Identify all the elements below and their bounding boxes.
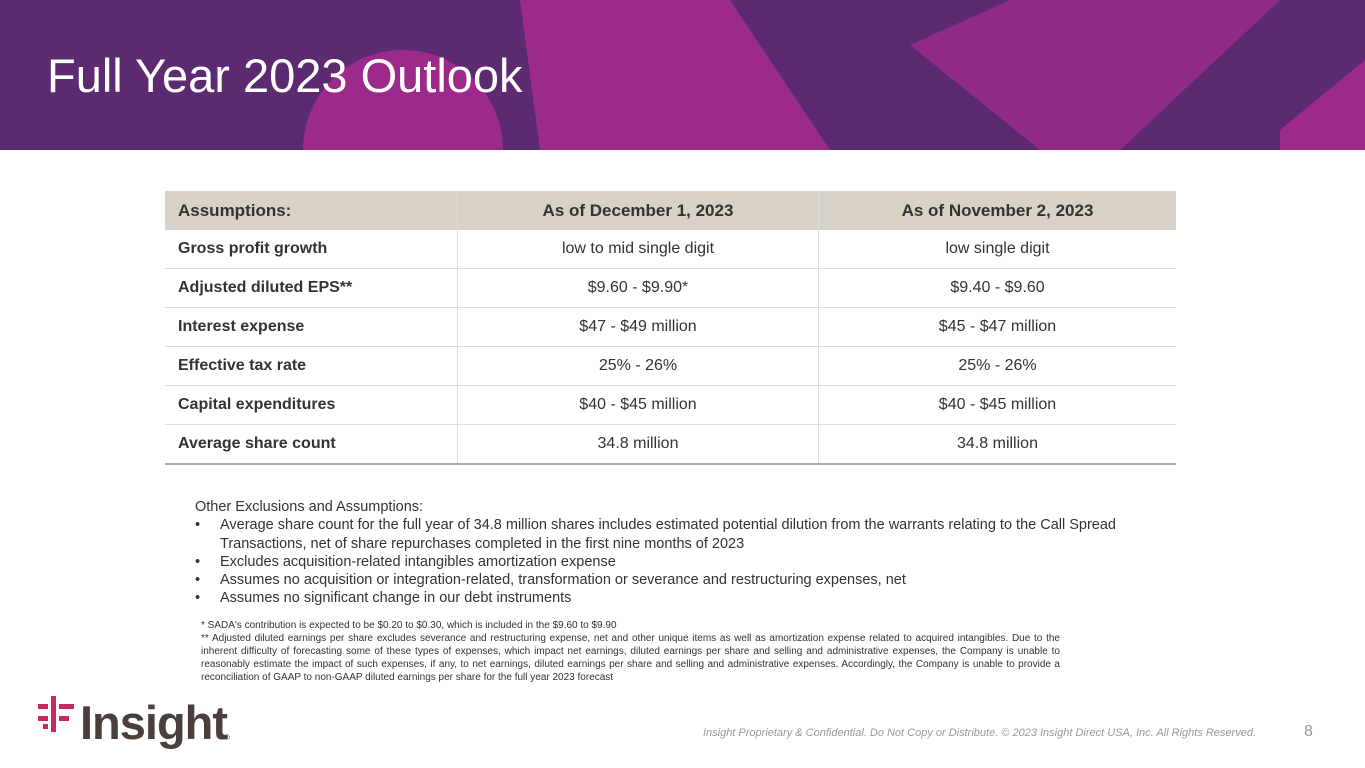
table-row: Adjusted diluted EPS** $9.60 - $9.90* $9.4… [165,268,1176,308]
table-cell: 34.8 million [457,424,819,465]
logo-mark: ® [224,733,230,742]
bullet: Excludes acquisition-related intangibles… [195,553,1170,572]
table-row: Average share count 34.8 million 34.8 mill… [165,424,1176,465]
bullet: Assumes no acquisition or integration-re… [195,571,1170,590]
table-cell: Capital expenditures [165,385,458,425]
table-cell: Interest expense [165,307,458,347]
table-row: Capital expenditures $40 - $45 million $40… [165,385,1176,425]
notes: Other Exclusions and Assumptions:Average… [195,498,1170,608]
slide-title: Full Year 2023 Outlook [47,49,523,102]
footnote: ** Adjusted diluted earnings per share e… [201,633,1060,683]
table-cell: $40 - $45 million [818,385,1176,425]
table-cell: Gross profit growth [165,230,458,269]
footnote: * SADA's contribution is expected to be … [201,620,617,631]
table-cell: Effective tax rate [165,346,458,386]
table-cell: Average share count [165,424,458,465]
table-cell: Adjusted diluted EPS** [165,268,458,308]
table-cell: $9.60 - $9.90* [457,268,819,308]
table-row: Gross profit growth low to mid single dig… [165,230,1176,269]
table-cell: $40 - $45 million [457,385,819,425]
table-cell: $45 - $47 million [818,307,1176,347]
logo-icon [38,696,74,732]
bullet: Average share count for the full year of… [195,516,1170,553]
table-cell: 34.8 million [818,424,1176,465]
footer-text: Insight Proprietary & Confidential. Do N… [702,727,1256,739]
table-cell: $9.40 - $9.60 [818,268,1176,308]
table-cell: $47 - $49 million [457,307,819,347]
logo-text: Insight [80,696,228,749]
bullet: Assumes no significant change in our deb… [195,589,1170,608]
notes-heading: Other Exclusions and Assumptions: [195,499,424,515]
column-header: As of December 1, 2023 [457,191,819,230]
page-number: 8 [1304,723,1313,740]
bullet-list: Average share count for the full year of… [195,516,1170,608]
footnotes: * SADA's contribution is expected to be … [201,619,1060,684]
assumptions-table: Assumptions: As of December 1, 2023 As of … [165,191,1176,465]
column-header: Assumptions: [165,191,458,230]
table-cell: 25% - 26% [457,346,819,386]
column-header: As of November 2, 2023 [818,191,1176,230]
table-cell: low to mid single digit [457,230,819,269]
table-row: Effective tax rate 25% - 26% 25% - 26% [165,346,1176,386]
table-row: Interest expense $47 - $49 million $45 - $… [165,307,1176,347]
table-cell: low single digit [818,230,1176,269]
header-band [0,0,1365,150]
table-cell: 25% - 26% [818,346,1176,386]
